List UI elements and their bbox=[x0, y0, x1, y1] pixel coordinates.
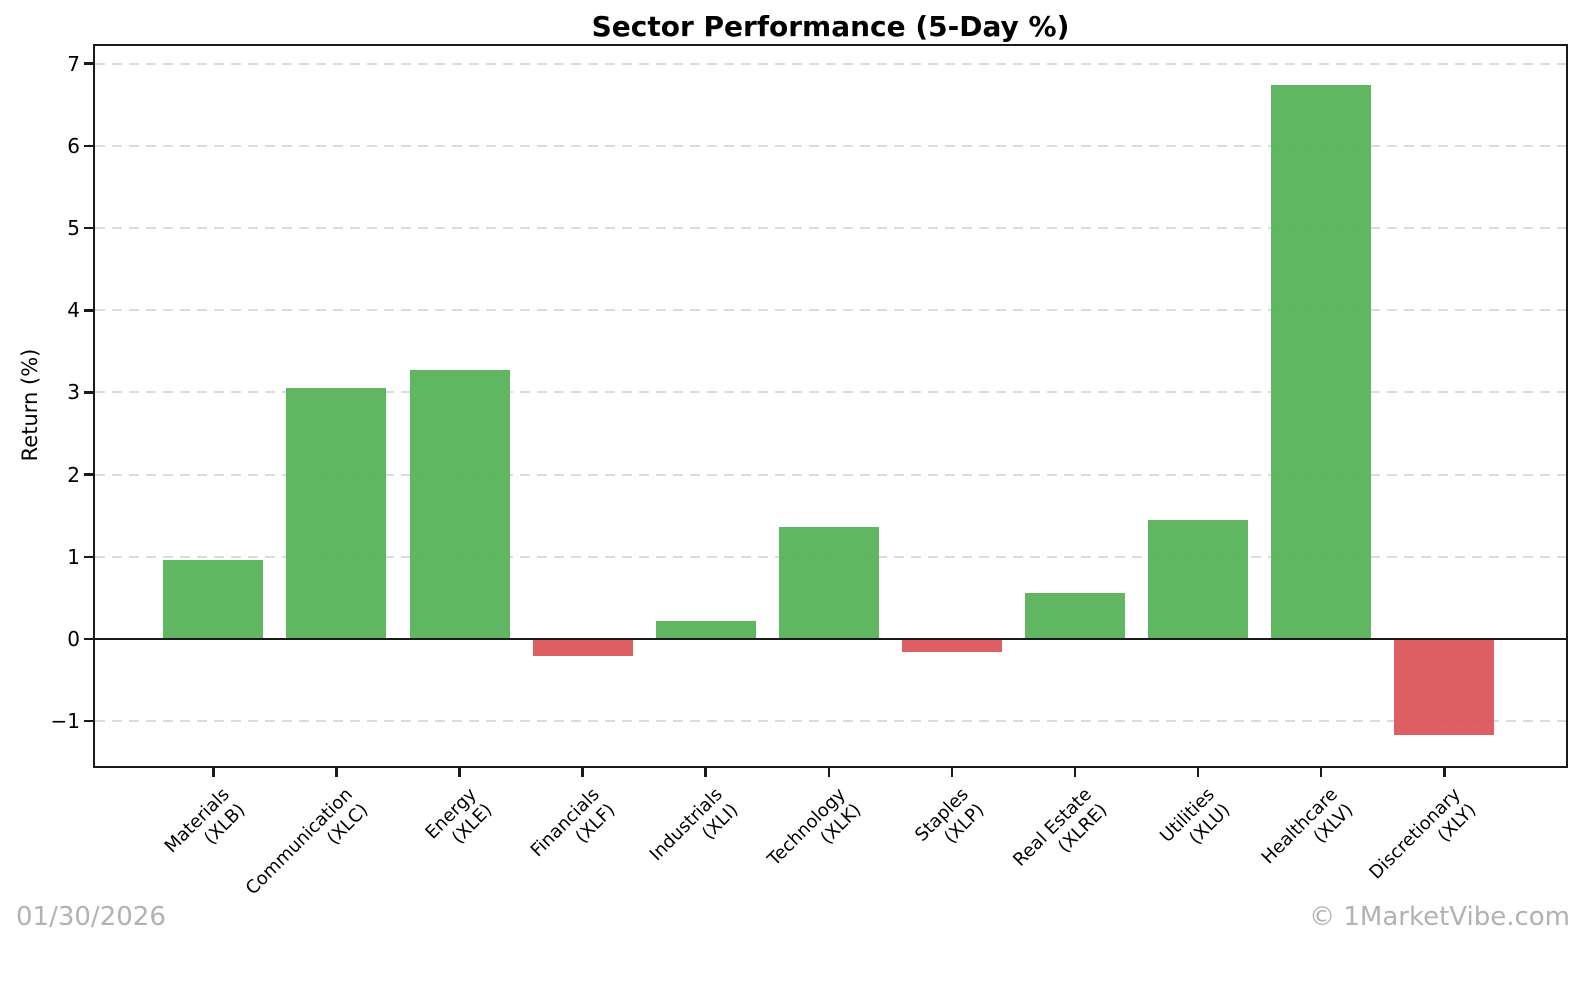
x-tick-mark bbox=[950, 768, 954, 777]
bar-xlc bbox=[286, 387, 387, 639]
bar-xli bbox=[655, 620, 756, 639]
bar-xlp bbox=[901, 638, 1002, 653]
x-tick-mark bbox=[212, 768, 215, 777]
y-tick-mark bbox=[84, 555, 93, 559]
gridline bbox=[95, 62, 1566, 65]
y-tick-label: 6 bbox=[67, 133, 80, 158]
gridline bbox=[95, 309, 1566, 312]
bar-xlb bbox=[163, 560, 264, 639]
x-tick-mark bbox=[1073, 768, 1077, 777]
y-tick-label: 5 bbox=[67, 216, 80, 241]
bar-xly bbox=[1394, 638, 1495, 736]
x-tick-mark bbox=[581, 768, 584, 777]
y-tick-mark bbox=[84, 473, 93, 476]
y-tick-mark bbox=[84, 62, 93, 65]
bar-xlk bbox=[778, 527, 879, 639]
y-tick-label: 3 bbox=[67, 380, 80, 405]
y-tick-label: −1 bbox=[50, 709, 80, 734]
x-tick-mark bbox=[704, 768, 707, 777]
bar-xlu bbox=[1148, 519, 1249, 639]
y-tick-mark bbox=[84, 226, 93, 230]
bar-xle bbox=[409, 370, 510, 639]
y-tick-label: 2 bbox=[67, 462, 80, 487]
gridline bbox=[95, 473, 1566, 476]
y-tick-mark bbox=[84, 391, 93, 394]
gridline bbox=[95, 227, 1566, 230]
x-tick-label-ticker: (XLB) bbox=[200, 799, 250, 849]
bar-xlf bbox=[532, 638, 633, 657]
y-tick-label: 1 bbox=[67, 544, 80, 569]
y-tick-label: 7 bbox=[67, 51, 80, 76]
x-tick-mark bbox=[827, 768, 831, 777]
x-tick-mark bbox=[1443, 768, 1446, 777]
x-tick-mark bbox=[458, 768, 461, 777]
bar-xlv bbox=[1271, 85, 1372, 639]
x-tick-mark bbox=[1196, 768, 1200, 777]
gridline bbox=[95, 720, 1566, 723]
bar-xlre bbox=[1025, 592, 1125, 639]
y-tick-mark bbox=[84, 637, 93, 641]
gridline bbox=[95, 144, 1566, 147]
y-tick-label: 0 bbox=[67, 626, 80, 651]
y-tick-mark bbox=[84, 144, 93, 148]
y-tick-mark bbox=[84, 309, 93, 312]
y-tick-label: 4 bbox=[67, 298, 80, 323]
zero-line bbox=[93, 637, 1568, 641]
gridline bbox=[95, 391, 1566, 394]
x-tick-mark bbox=[1319, 768, 1323, 777]
x-tick-mark bbox=[335, 768, 338, 777]
footer-watermark: © 1MarketVibe.com bbox=[1309, 902, 1570, 932]
footer-date: 01/30/2026 bbox=[16, 902, 166, 932]
y-tick-mark bbox=[84, 719, 93, 723]
figure: Sector Performance (5-Day %) Return (%) … bbox=[16, 10, 1570, 932]
chart-title: Sector Performance (5-Day %) bbox=[591, 10, 1070, 43]
plot-area bbox=[93, 44, 1568, 768]
